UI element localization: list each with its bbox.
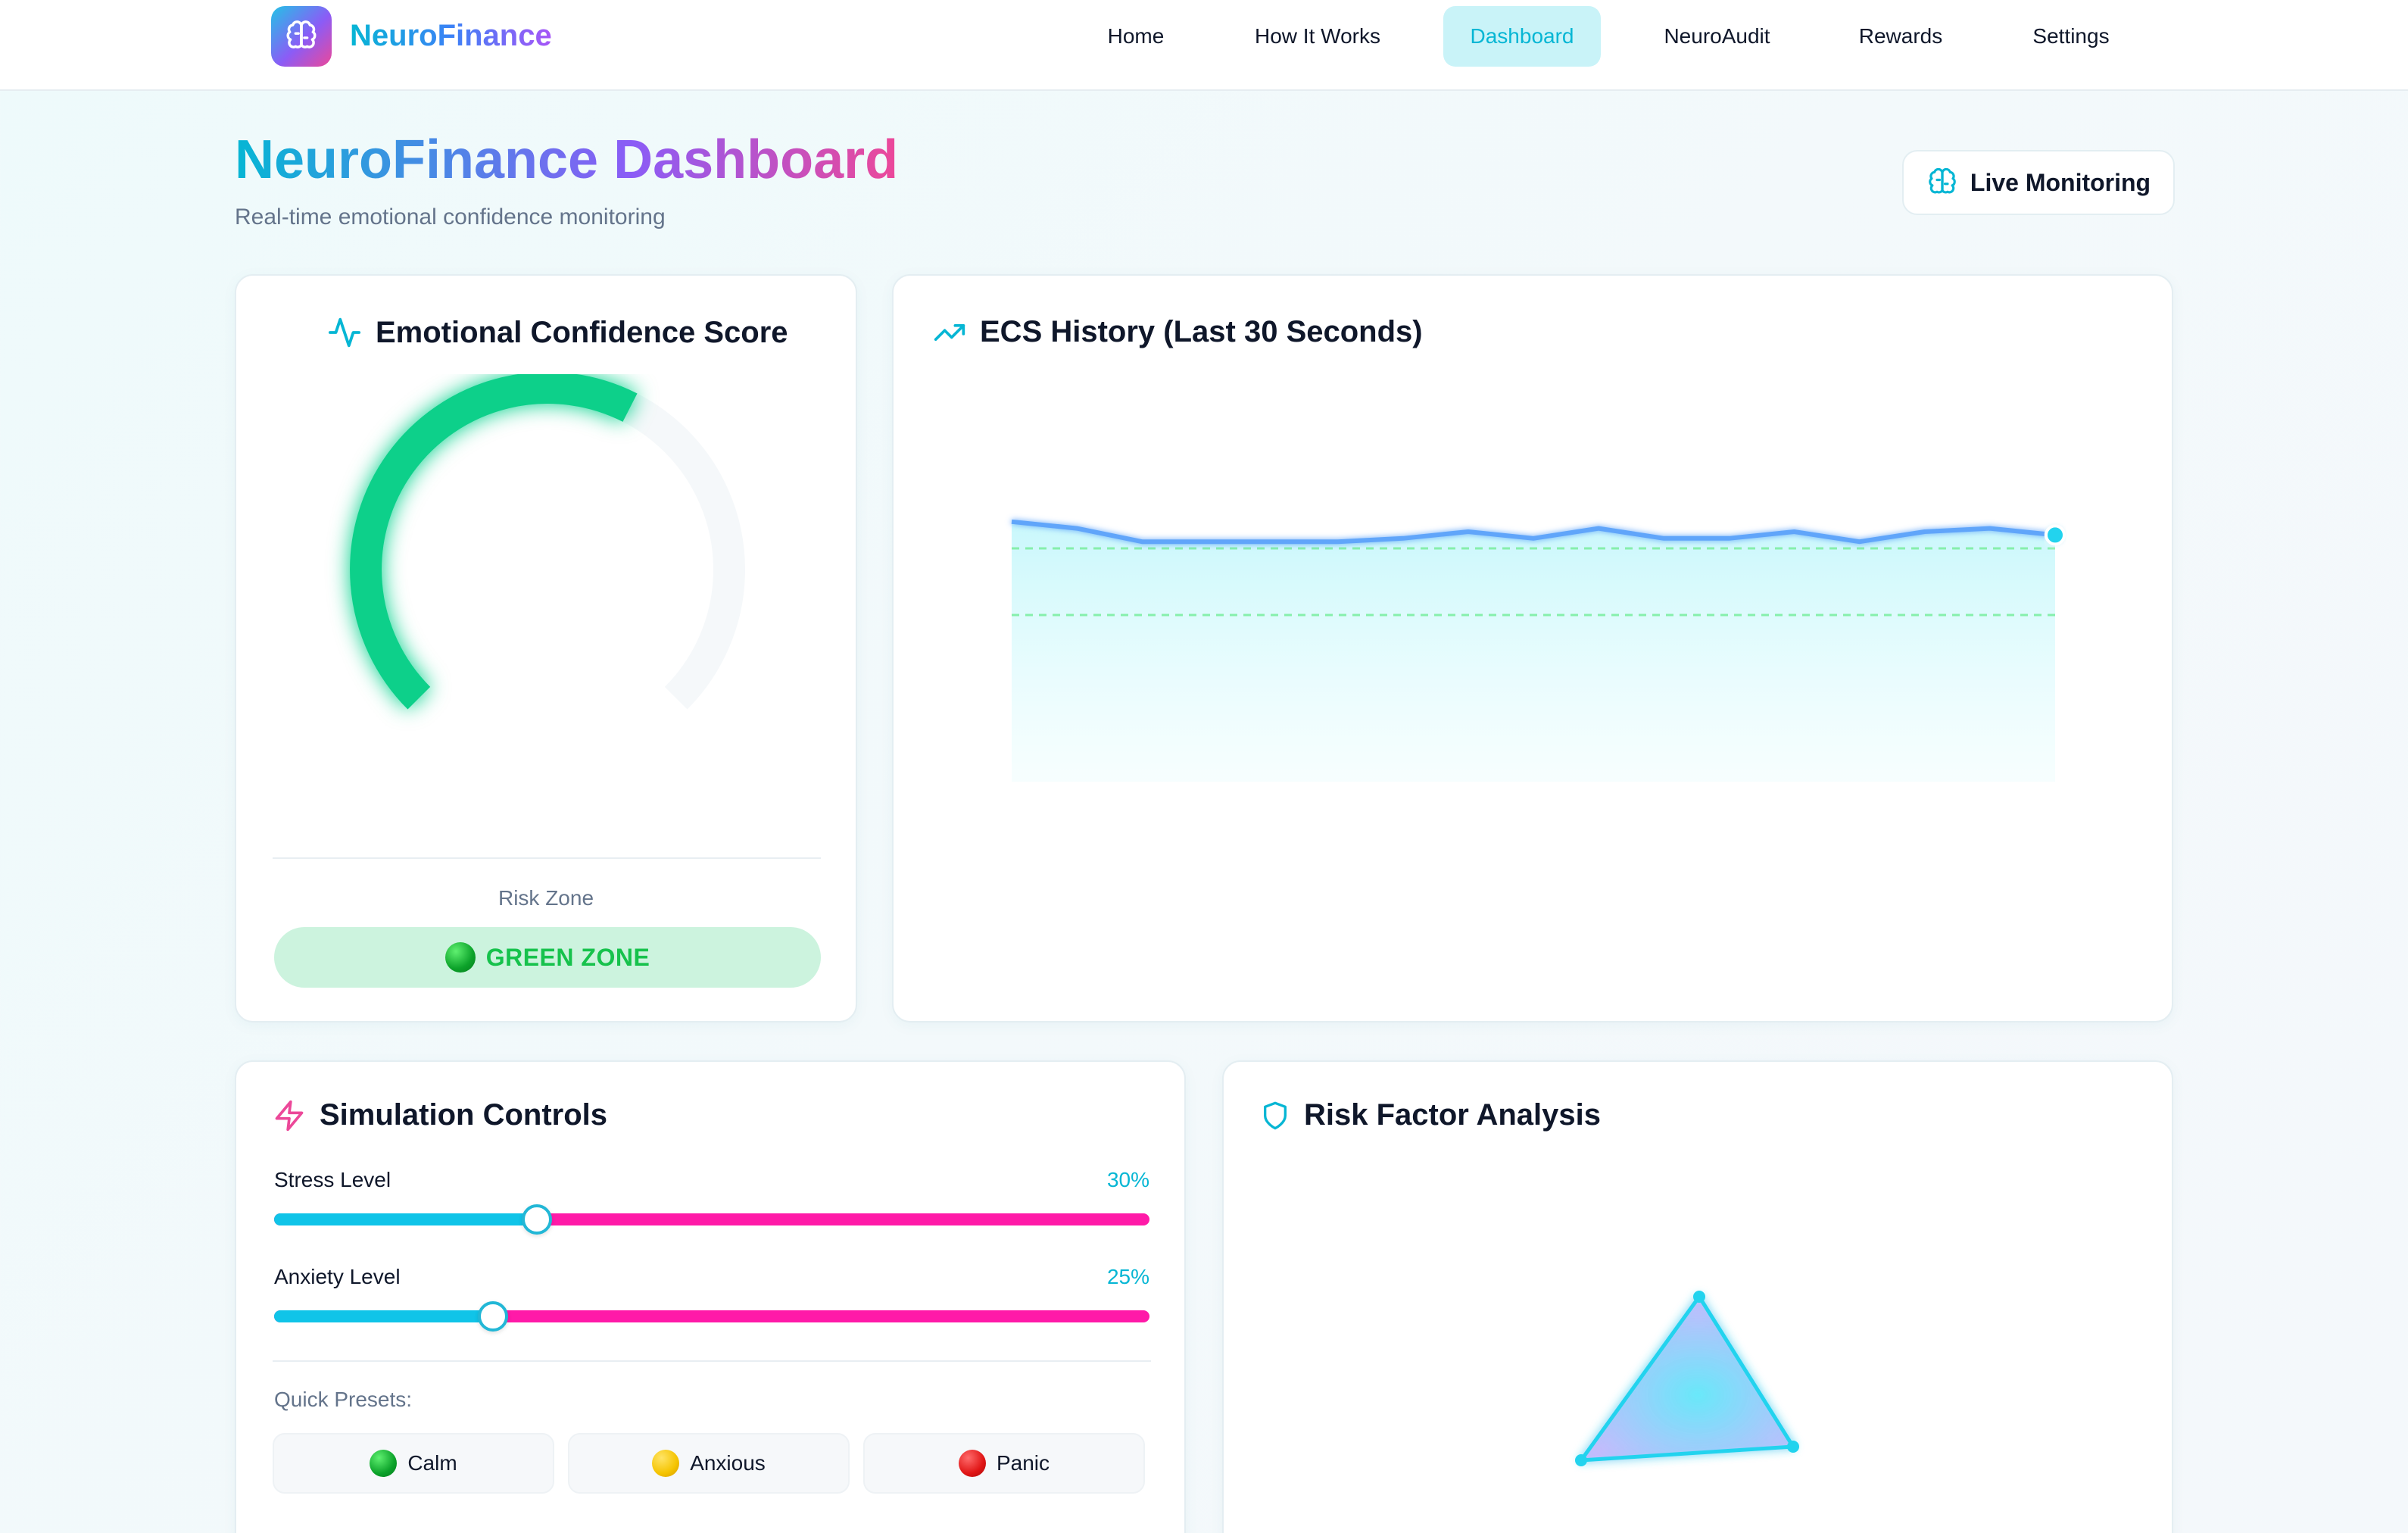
nav-home[interactable]: Home [1107,24,1165,48]
ecs-card-header: Emotional Confidence Score [327,315,788,350]
ecs-gauge-fill [350,374,638,710]
ecs-history-title: ECS History (Last 30 Seconds) [980,315,1423,348]
ecs-card: Emotional Confidence Score Risk Zone GRE… [235,274,857,1023]
simulation-title: Simulation Controls [320,1098,607,1132]
simulation-header: Simulation Controls [273,1098,607,1132]
nav-rewards[interactable]: Rewards [1858,24,1943,48]
risk-radar-point [1575,1454,1587,1466]
live-monitoring-label: Live Monitoring [1970,168,2151,196]
risk-radar-point [1693,1291,1705,1303]
simulation-divider [273,1360,1151,1362]
green-circle-icon [370,1450,398,1477]
risk-radar-chart [1575,1291,1799,1466]
risk-analysis-title: Risk Factor Analysis [1304,1098,1602,1132]
stress-level-fill [274,1213,537,1225]
green-circle-icon [444,942,476,973]
zone-status-text: GREEN ZONE [485,943,650,971]
anxiety-level-slider[interactable] [274,1301,1149,1332]
anxiety-level-thumb[interactable] [478,1301,508,1332]
shield-icon [1264,1101,1287,1129]
preset-panic-button[interactable]: Panic [863,1433,1145,1494]
stress-level-label: Stress Level [274,1168,391,1191]
ecs-history-card: ECS History (Last 30 Seconds) [892,274,2173,1023]
anxiety-level-label: Anxiety Level [274,1265,401,1288]
stress-level-thumb[interactable] [521,1204,552,1235]
top-nav: NeuroFinance Home How It Works Dashboard… [0,0,2408,91]
risk-analysis-card: Risk Factor Analysis [1222,1060,2173,1533]
nav-neuroaudit[interactable]: NeuroAudit [1664,24,1770,48]
nav-dashboard[interactable]: Dashboard [1443,6,1601,67]
page-title: NeuroFinance Dashboard [235,127,898,192]
trending-up-icon [934,323,965,341]
brand-logo[interactable] [271,6,332,67]
nav-settings[interactable]: Settings [2032,24,2110,48]
ecs-history-point [2045,524,2066,546]
zap-icon [275,1100,304,1131]
live-monitoring-button[interactable]: Live Monitoring [1902,150,2175,215]
nav-how-it-works[interactable]: How It Works [1255,24,1380,48]
preset-anxious-label: Anxious [690,1451,766,1475]
ecs-history-header: ECS History (Last 30 Seconds) [933,315,1423,349]
stress-level-value: 30% [1106,1168,1149,1191]
brain-icon [286,20,317,48]
preset-calm-button[interactable]: Calm [273,1433,554,1494]
ecs-history-area [1012,521,2055,782]
ecs-gauge [350,374,745,710]
page-subtitle: Real-time emotional confidence monitorin… [235,205,666,229]
anxiety-level-value: 25% [1106,1265,1149,1288]
activity-icon [328,317,361,348]
brain-icon [1929,167,1956,194]
brand-name[interactable]: NeuroFinance [350,17,552,55]
ecs-divider [273,857,821,859]
preset-panic-label: Panic [996,1451,1050,1475]
risk-analysis-header: Risk Factor Analysis [1260,1098,1601,1132]
risk-radar-shape [1579,1294,1795,1463]
ecs-history-line [1011,519,2056,545]
preset-anxious-button[interactable]: Anxious [568,1433,850,1494]
ecs-card-title: Emotional Confidence Score [376,315,788,349]
stress-level-slider[interactable] [274,1204,1149,1235]
anxiety-level-fill [274,1310,493,1322]
yellow-circle-icon [652,1450,680,1477]
zone-status-badge: GREEN ZONE [274,927,821,988]
quick-presets-label: Quick Presets: [274,1388,413,1411]
red-circle-icon [958,1450,986,1477]
risk-zone-label: Risk Zone [498,886,594,910]
preset-calm-label: Calm [407,1451,457,1475]
risk-radar-point [1787,1441,1799,1453]
ecs-history-chart [1011,519,2066,782]
